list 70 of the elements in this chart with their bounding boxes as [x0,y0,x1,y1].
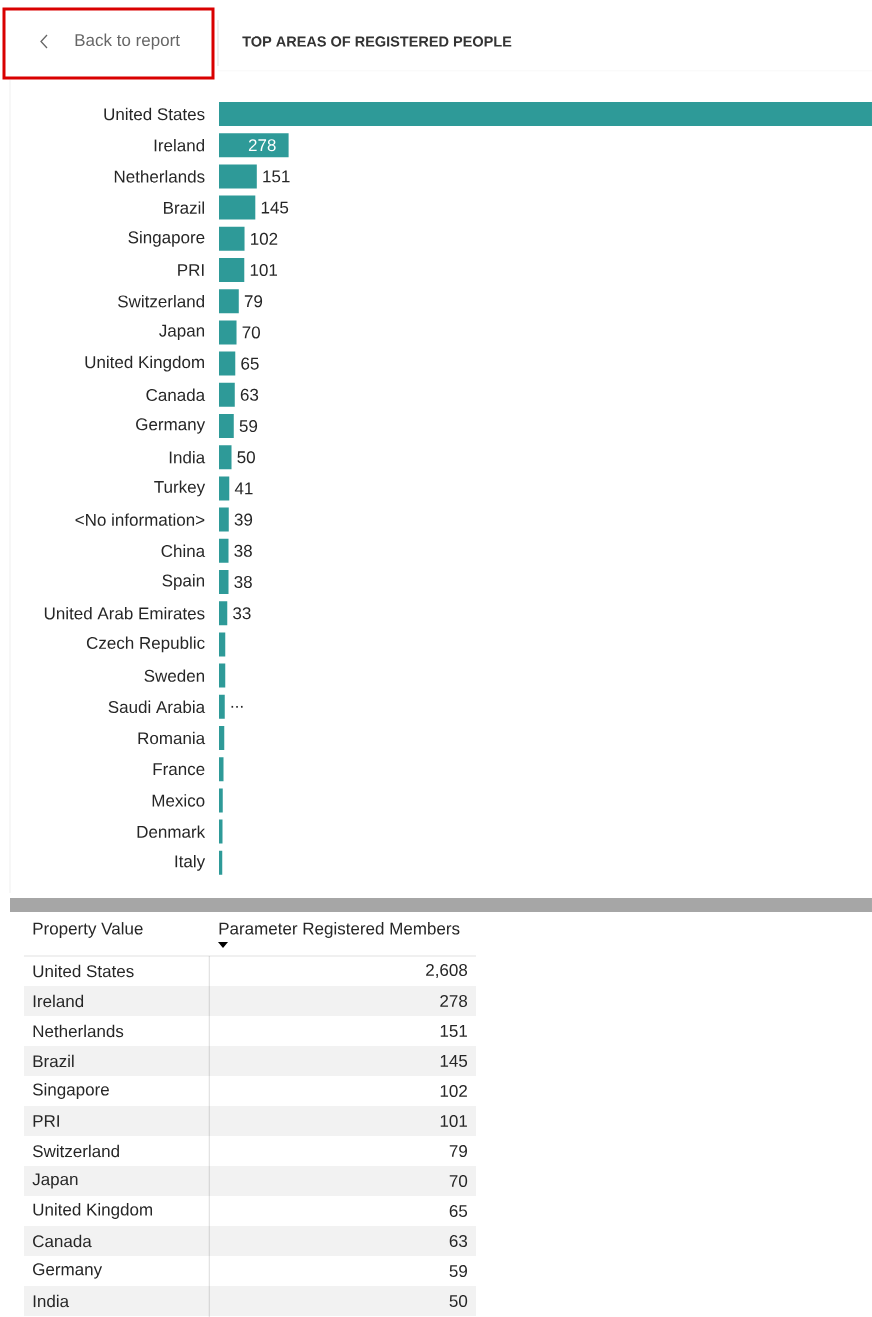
category-label: Ireland [33,994,84,1008]
text: 145 [440,1055,468,1067]
text: 63 [449,1234,468,1248]
y-tick-label: <No information> [75,513,205,526]
data-label: 65 [241,357,259,370]
text: 70 [449,1174,468,1188]
y-tick-label: Japan [159,324,205,341]
text: 102 [440,1084,467,1098]
text: 2,608 [426,963,468,979]
y-tick-label: Denmark [137,825,206,838]
y-tick-label: Romania [138,731,206,745]
data-label: 278 [248,139,276,152]
category-label: United States [33,964,134,978]
category-label: Singapore [32,1083,109,1099]
y-tick-label: Sweden [144,669,205,682]
text: 101 [440,1114,467,1128]
data-label: 41 [234,482,253,495]
y-tick-label: Mexico [152,794,205,807]
data-label: 38 [234,544,252,557]
y-tick-label: Brazil [164,201,204,214]
category-label: Netherlands [33,1024,124,1038]
text: Back to report [75,33,180,50]
text: 50 [449,1294,468,1308]
data-label: ... [231,705,243,708]
data-label: 102 [251,232,278,245]
y-tick-label: Canada [146,388,206,402]
y-tick-label: China [161,544,206,558]
data-label: 63 [240,388,259,401]
y-tick-label: Ireland [154,138,205,152]
category-label: India [33,1294,70,1308]
y-tick-label: India [169,450,206,464]
y-tick-label: Spain [162,574,205,590]
data-label: 39 [234,513,253,526]
y-tick-label: PRI [178,264,204,276]
category-label: United Kingdom [33,1203,153,1219]
data-label: 50 [237,451,255,464]
category-label: Canada [33,1234,92,1248]
category-label: Brazil [33,1054,74,1068]
y-tick-label: Netherlands [114,170,205,183]
data-label: 33 [233,607,251,620]
y-tick-label: Singapore [128,230,205,247]
text: 79 [449,1144,467,1158]
text: Property Value [33,922,143,938]
chart-title: TOP AREAS OF REGISTERED PEOPLE [242,36,512,47]
text: 278 [440,994,468,1008]
data-label: 151 [263,170,290,183]
category-label: Germany [33,1263,103,1279]
y-tick-label: United States [104,107,205,121]
data-label: 79 [244,295,263,308]
text: 151 [440,1025,467,1037]
text: 59 [449,1264,467,1278]
y-tick-label: Germany [136,418,206,434]
data-label: 145 [261,201,289,214]
y-tick-label: United Kingdom [85,355,204,372]
category-label: PRI [33,1115,59,1127]
data-label: 59 [239,420,258,433]
y-tick-label: Switzerland [118,294,205,308]
y-tick-label: United Arab Emirates [44,606,205,620]
y-tick-label: France [153,763,205,776]
text: 65 [449,1204,468,1218]
category-label: Japan [32,1173,78,1189]
y-tick-label: Turkey [154,480,206,497]
y-tick-label: Saudi Arabia [108,700,206,714]
data-label: 38 [234,576,252,589]
y-tick-label: Italy [175,854,206,871]
y-tick-label: Czech Republic [86,636,205,653]
data-label: 101 [250,264,278,277]
text: Parameter Registered Members [219,922,460,938]
category-label: Switzerland [32,1144,119,1158]
data-label: 70 [242,326,260,339]
